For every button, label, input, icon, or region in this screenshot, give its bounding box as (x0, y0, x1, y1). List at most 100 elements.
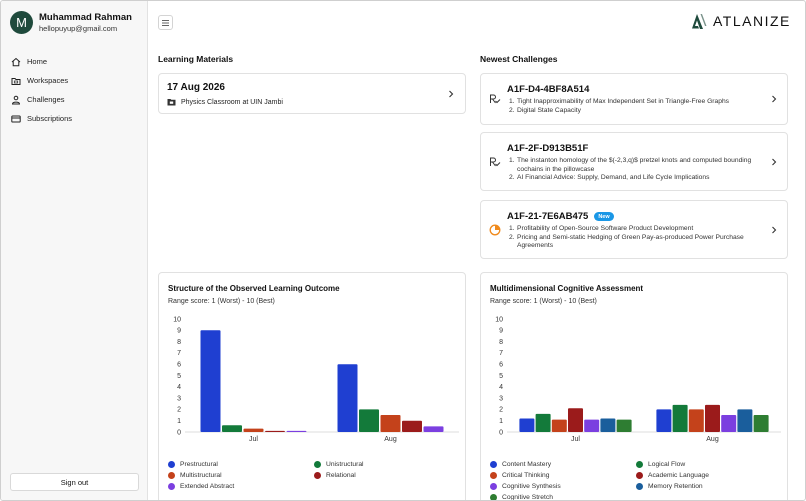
y-tick-label: 10 (495, 316, 503, 323)
y-tick-label: 1 (177, 418, 181, 425)
legend-item[interactable]: Critical Thinking (490, 472, 636, 479)
grading-icon (490, 94, 501, 104)
y-tick-label: 4 (499, 384, 503, 391)
topic-text: Profitability of Open-Source Software Pr… (517, 225, 694, 232)
challenge-id: A1F-2F-D913B51F (507, 143, 588, 154)
legend-item[interactable]: Logical Flow (636, 461, 782, 468)
mca-bar-4-1[interactable] (721, 415, 737, 432)
mca-bar-2-1[interactable] (688, 409, 704, 432)
brand-name: ATLANIZE (713, 13, 791, 29)
solo-bar-2-1[interactable] (380, 415, 401, 432)
solo-bar-4-1[interactable] (423, 426, 444, 432)
legend-label: Memory Retention (648, 483, 703, 490)
challenge-topics: 1. The instanton homology of the $(-2,3,q… (509, 157, 759, 183)
topic-text: Pricing and Semi-static Hedging of Green… (517, 233, 744, 250)
sidebar-item-subscriptions[interactable]: Subscriptions (11, 109, 72, 128)
legend-swatch (490, 461, 497, 468)
y-tick-label: 8 (177, 339, 181, 346)
y-tick-label: 5 (177, 373, 181, 380)
challenge-topics: 1. Profitability of Open-Source Software … (509, 225, 759, 251)
legend-label: Extended Abstract (180, 483, 235, 490)
solo-bar-0-1[interactable] (337, 364, 358, 432)
challenge-card[interactable]: A1F-2F-D913B51F 1. The instanton homology… (480, 132, 788, 191)
mca-bar-3-0[interactable] (568, 408, 583, 432)
legend-item[interactable]: Unistructural (314, 461, 460, 468)
sidebar-item-challenges[interactable]: Challenges (11, 90, 72, 109)
mca-bar-1-1[interactable] (672, 404, 688, 432)
y-tick-label: 7 (499, 350, 503, 357)
mca-bar-5-0[interactable] (600, 418, 616, 432)
legend-swatch (314, 472, 321, 479)
chart-legend: Content Mastery Logical Flow Critical Thin… (490, 461, 782, 500)
mca-bar-6-1[interactable] (753, 415, 769, 432)
legend-label: Unistructural (326, 461, 364, 468)
challenge-id-text: A1F-2F-D913B51F (507, 143, 589, 154)
challenge-card[interactable]: A1F-D4-4BF8A514 1. Tight Inapproximabilit… (480, 73, 788, 125)
legend-item[interactable]: Multistructural (168, 472, 314, 479)
legend-label: Content Mastery (502, 461, 552, 468)
mca-bar-3-1[interactable] (705, 404, 720, 432)
mca-bar-5-1[interactable] (737, 409, 753, 432)
list-item: 1. The instanton homology of the $(-2,3,q… (509, 157, 759, 174)
solo-bar-3-1[interactable] (402, 420, 422, 432)
legend-label: Critical Thinking (502, 472, 550, 479)
legend-item[interactable]: Extended Abstract (168, 483, 314, 490)
challenge-id-text: A1F-D4-4BF8A514 (507, 84, 590, 95)
avatar: M (10, 11, 33, 34)
mca-bar-6-0[interactable] (616, 419, 632, 432)
learning-materials-title: Learning Materials (158, 54, 234, 64)
newest-challenges-title: Newest Challenges (480, 54, 558, 64)
challenge-id: A1F-21-7E6AB475 New (507, 211, 614, 222)
legend-swatch (314, 461, 321, 468)
legend-item[interactable]: Relational (314, 472, 460, 479)
legend-swatch (168, 483, 175, 490)
mca-bar-2-0[interactable] (551, 419, 567, 432)
menu-toggle-button[interactable] (158, 15, 173, 30)
sign-out-button[interactable]: Sign out (10, 473, 139, 491)
challenge-topics: 1. Tight Inapproximability of Max Indepen… (509, 98, 759, 115)
y-tick-label: 6 (499, 362, 503, 369)
y-tick-label: 9 (499, 328, 503, 335)
solo-bar-0-0[interactable] (200, 330, 221, 432)
legend-item[interactable]: Memory Retention (636, 483, 782, 490)
mca-bar-0-0[interactable] (519, 418, 535, 432)
user-profile[interactable]: M Muhammad Rahman hellopuyup@gmail.com (10, 11, 132, 34)
card-icon (11, 115, 21, 122)
topic-text: The instanton homology of the $(-2,3,q)$… (517, 157, 752, 173)
sidebar-item-home[interactable]: Home (11, 52, 72, 71)
mca-bar-0-1[interactable] (656, 409, 672, 432)
legend-swatch (636, 483, 643, 490)
classroom-icon (167, 99, 176, 106)
legend-item[interactable]: Academic Language (636, 472, 782, 479)
list-item: 1. Tight Inapproximability of Max Indepen… (509, 98, 730, 105)
sidebar-item-workspaces[interactable]: Workspaces (11, 71, 72, 90)
solo-bar-1-0[interactable] (222, 425, 242, 432)
legend-item[interactable]: Prestructural (168, 461, 314, 468)
mca-bar-4-0[interactable] (584, 419, 600, 432)
y-tick-label: 9 (177, 328, 181, 335)
sidebar-item-label: Workspaces (27, 76, 69, 85)
sidebar-item-label: Challenges (27, 95, 65, 104)
solo-bar-3-0[interactable] (265, 430, 285, 432)
legend-item[interactable]: Cognitive Stretch (490, 494, 636, 500)
challenge-card[interactable]: A1F-21-7E6AB475 New 1. Profitability of Op… (480, 200, 788, 259)
mca-bar-1-0[interactable] (535, 413, 551, 432)
x-tick-label: Aug (706, 436, 719, 443)
y-tick-label: 0 (177, 429, 181, 436)
list-item: 2. AI Financial Advice: Supply, Demand, a… (509, 174, 710, 182)
learning-material-card[interactable]: 17 Aug 2026 Physics Classroom at UIN Jam… (158, 73, 466, 114)
solo-bar-1-1[interactable] (359, 409, 379, 432)
chevron-right-icon (772, 158, 777, 166)
clock-icon (489, 224, 501, 236)
topic-text: AI Financial Advice: Supply, Demand, and… (517, 174, 710, 182)
legend-item[interactable]: Cognitive Synthesis (490, 483, 636, 490)
x-tick-label: Jul (249, 436, 258, 443)
y-tick-label: 0 (499, 429, 503, 436)
legend-item[interactable]: Content Mastery (490, 461, 636, 468)
sidebar: M Muhammad Rahman hellopuyup@gmail.com H… (1, 1, 148, 500)
solo-bar-4-0[interactable] (286, 430, 307, 432)
solo-bar-2-0[interactable] (243, 428, 264, 432)
solo-bar-chart: 0 1 2 3 4 5 6 7 8 9 10 Jul Aug (173, 316, 459, 443)
hamburger-icon (162, 19, 169, 26)
